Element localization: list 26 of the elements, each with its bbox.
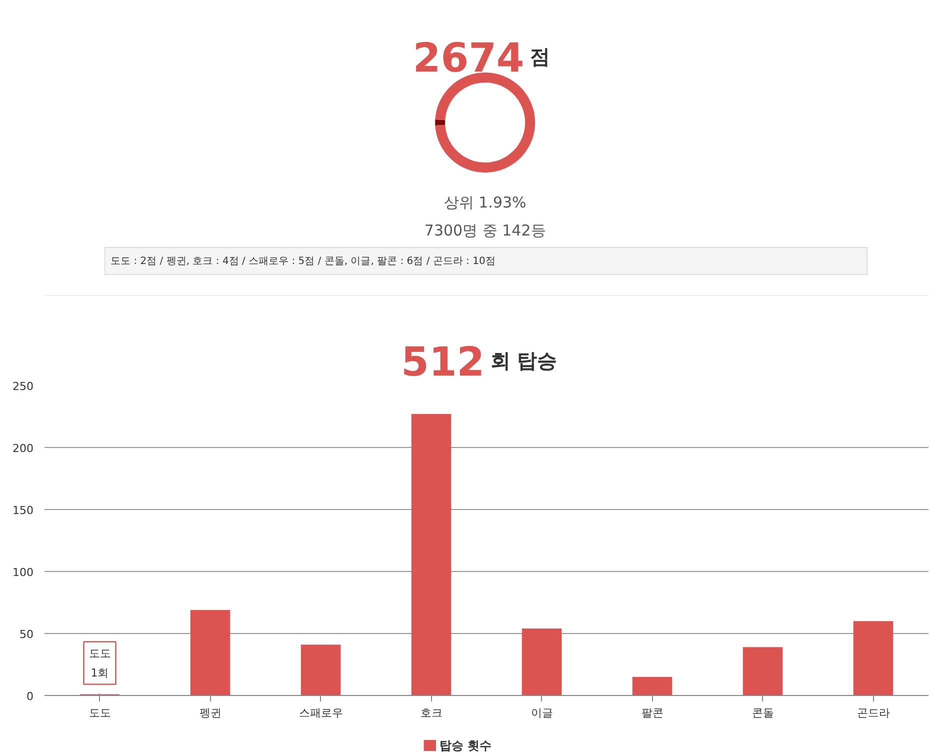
x-tick-label: 이글 bbox=[530, 706, 553, 720]
y-tick-label: 0 bbox=[26, 690, 34, 703]
bar bbox=[632, 676, 672, 696]
x-tick-label: 곤드라 bbox=[856, 706, 890, 720]
x-tick-label: 호크 bbox=[420, 706, 442, 720]
text: 7300명 중 142등 bbox=[424, 222, 546, 240]
legend-label: 탑승 횟수 bbox=[439, 738, 492, 752]
x-tick-label: 펭귄 bbox=[199, 706, 222, 720]
y-tick-label: 250 bbox=[12, 380, 34, 393]
y-tick-label: 200 bbox=[12, 442, 34, 455]
bar bbox=[742, 647, 783, 696]
text: 도도 : 2점 / 펭귄, 호크 : 4점 / 스패로우 : 5점 / 콘돌, 이글, 팔콘 : 6점 / 곤드라 : 10점 bbox=[110, 256, 496, 267]
text: 상위 1.93% bbox=[444, 194, 526, 212]
y-tick-label: 50 bbox=[20, 628, 34, 641]
x-tick-label: 콘돌 bbox=[752, 706, 774, 720]
y-tick-label: 100 bbox=[12, 566, 34, 579]
y-tick-label: 150 bbox=[12, 504, 34, 517]
bar bbox=[411, 414, 452, 696]
annotation: 도도 1회 bbox=[88, 646, 111, 680]
bar bbox=[853, 621, 894, 696]
x-tick-label: 도도 bbox=[88, 706, 111, 720]
x-tick-label: 스패로우 bbox=[298, 706, 343, 720]
bar bbox=[300, 644, 341, 696]
bar bbox=[190, 610, 230, 696]
bar bbox=[522, 628, 562, 696]
x-tick-label: 팔콘 bbox=[641, 706, 664, 720]
